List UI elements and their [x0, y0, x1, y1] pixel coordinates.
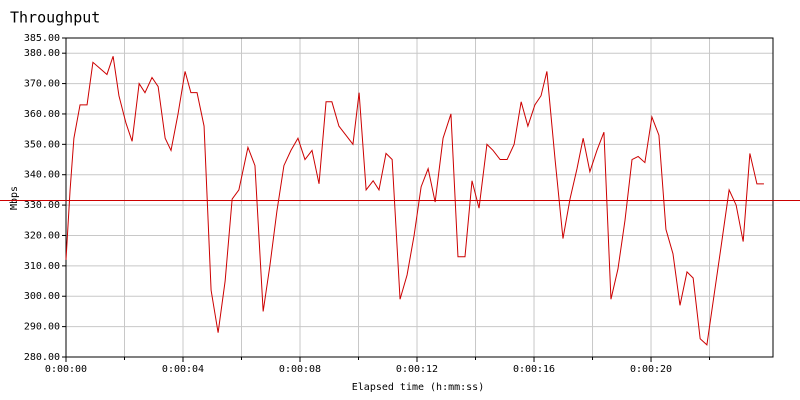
- y-axis-label: Mbps: [9, 186, 20, 210]
- y-tick-label: 280.00: [24, 352, 60, 363]
- x-tick-label: 0:00:08: [279, 364, 321, 375]
- y-tick-label: 320.00: [24, 230, 60, 241]
- x-tick-label: 0:00:00: [45, 364, 87, 375]
- x-tick-label: 0:00:04: [162, 364, 204, 375]
- y-tick-label: 310.00: [24, 261, 60, 272]
- y-tick-label: 385.00: [24, 33, 60, 44]
- y-tick-label: 340.00: [24, 170, 60, 181]
- x-axis-label: Elapsed time (h:mm:ss): [352, 382, 484, 393]
- data-line: [65, 56, 764, 346]
- chart-title: Throughput: [10, 9, 100, 27]
- y-tick-label: 370.00: [24, 79, 60, 90]
- y-tick-label: 350.00: [24, 139, 60, 150]
- y-tick-label: 290.00: [24, 322, 60, 333]
- y-tick-label: 380.00: [24, 48, 60, 59]
- x-tick-label: 0:00:20: [630, 364, 672, 375]
- x-tick-label: 0:00:12: [396, 364, 438, 375]
- y-tick-label: 330.00: [24, 200, 60, 211]
- y-tick-label: 360.00: [24, 109, 60, 120]
- x-tick-label: 0:00:16: [513, 364, 555, 375]
- plot-frame: [65, 37, 774, 358]
- y-tick-label: 300.00: [24, 291, 60, 302]
